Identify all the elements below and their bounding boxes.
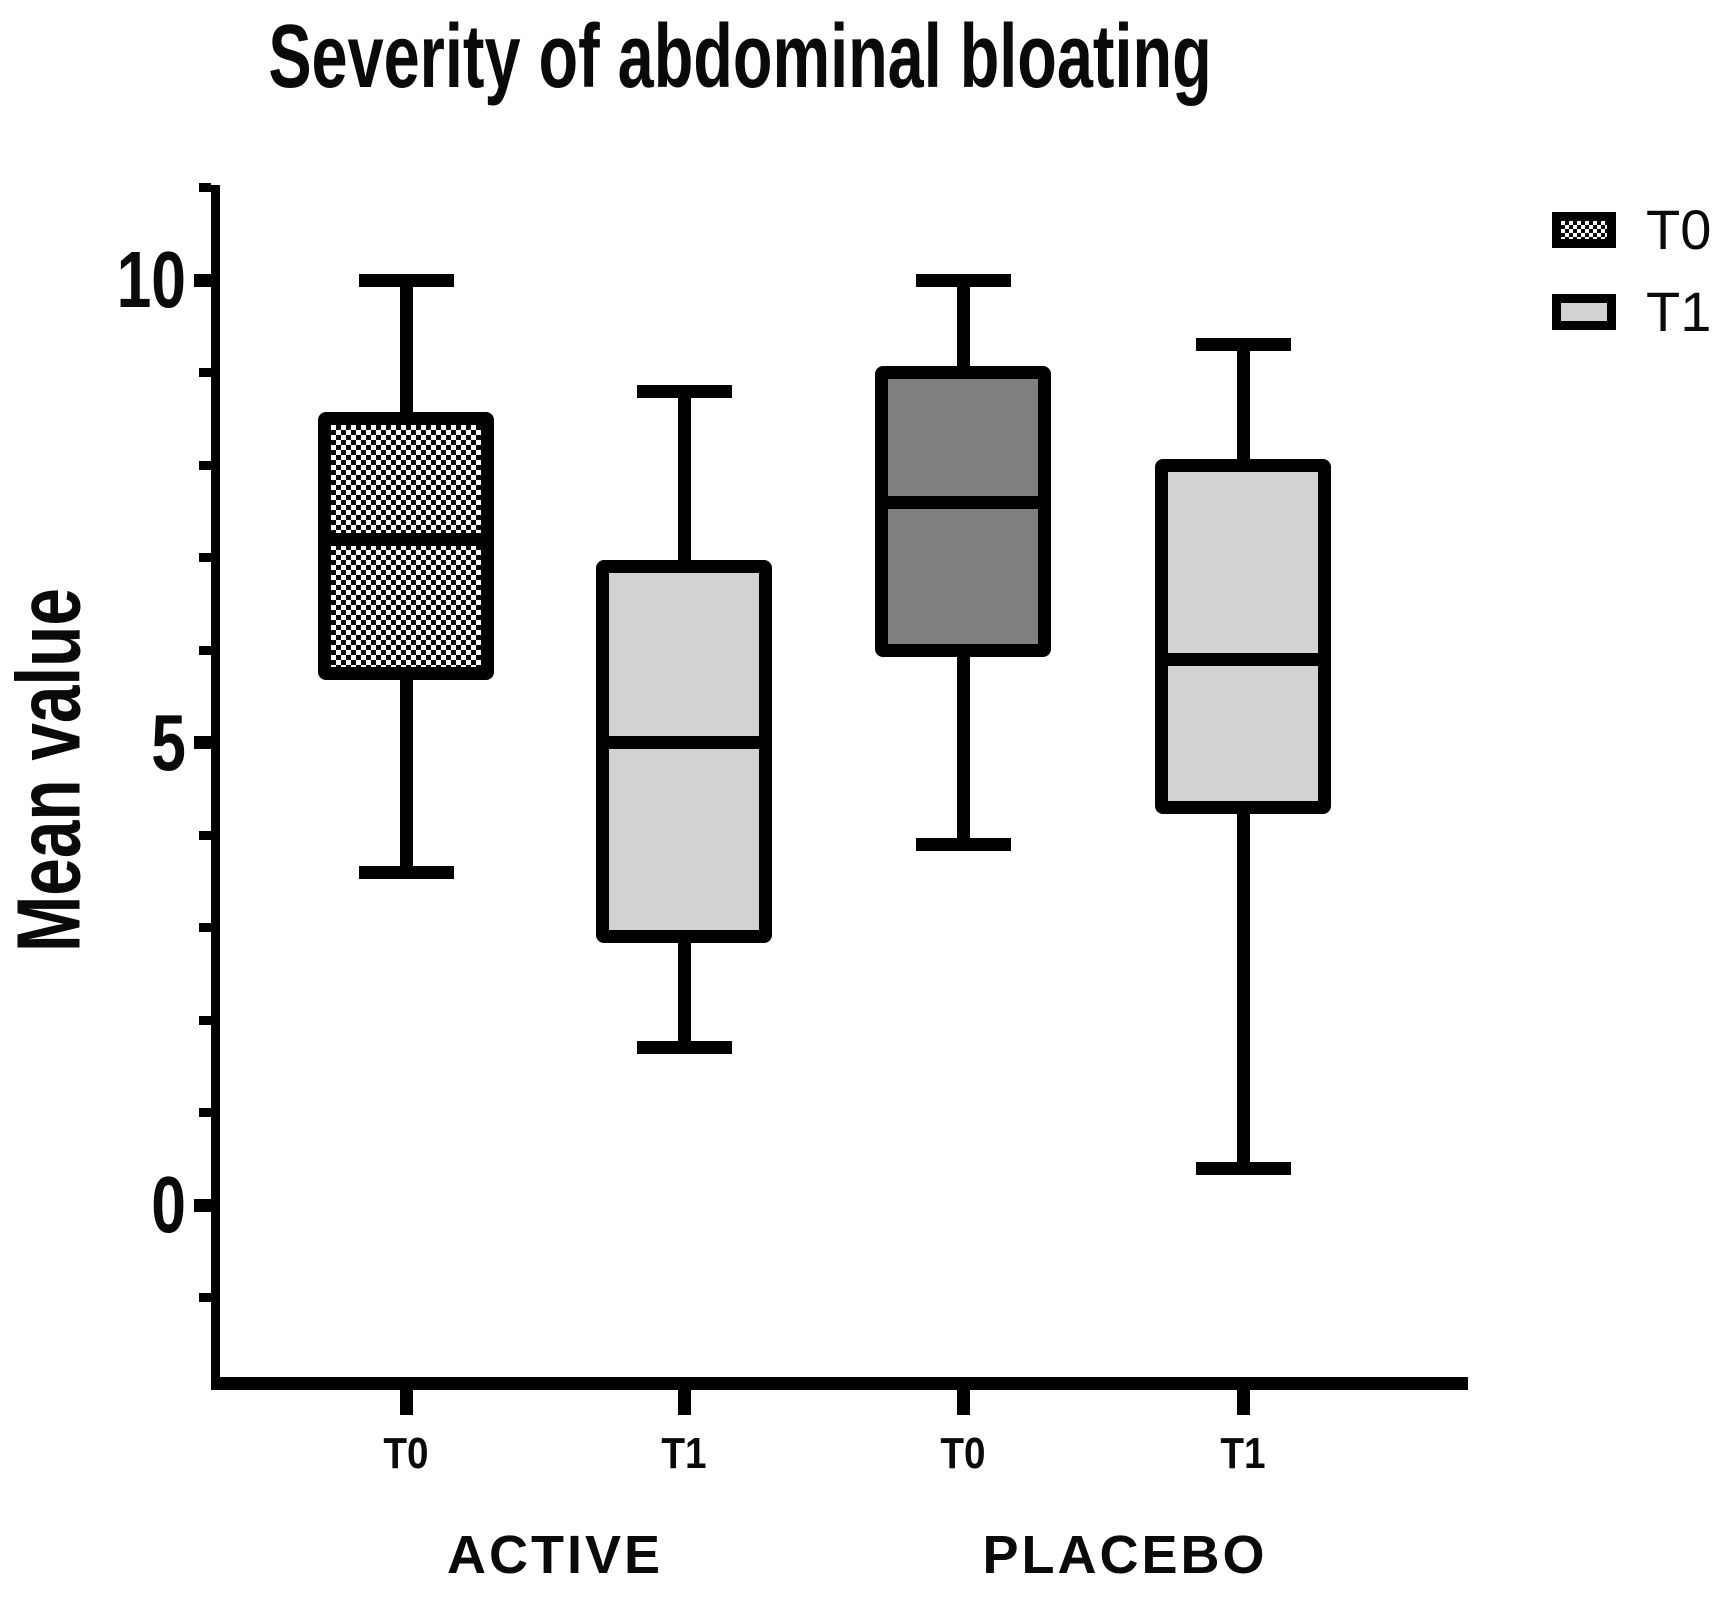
legend-label-t1: T1 bbox=[1646, 280, 1712, 343]
y-minor-tick-8 bbox=[199, 460, 211, 470]
x-tick-2 bbox=[956, 1390, 970, 1415]
median-placebo-t1 bbox=[1155, 652, 1331, 666]
y-minor-tick-2 bbox=[199, 1015, 211, 1025]
group-label-placebo: PLACEBO bbox=[982, 1525, 1268, 1585]
y-axis-spine bbox=[211, 185, 220, 1390]
group-label-active: ACTIVE bbox=[446, 1525, 664, 1585]
x-tick-label-2: T0 bbox=[940, 1429, 986, 1478]
y-major-tick-5 bbox=[194, 736, 211, 749]
legend-item-t1: T1 bbox=[1552, 284, 1711, 340]
y-minor-tick-7 bbox=[199, 553, 211, 562]
chart-title: Severity of abdominal bloating bbox=[268, 7, 1212, 107]
median-active-t1 bbox=[596, 736, 772, 749]
x-tick-label-0: T0 bbox=[383, 1429, 429, 1478]
whisker-cap-top-active-t1 bbox=[636, 384, 732, 398]
y-tick-label-10: 10 bbox=[116, 235, 186, 324]
whisker-cap-top-placebo-t0 bbox=[915, 273, 1011, 287]
y-minor-tick-9 bbox=[199, 368, 211, 377]
whisker-cap-bottom-placebo-t1 bbox=[1195, 1161, 1291, 1175]
x-tick-3 bbox=[1236, 1390, 1250, 1415]
y-minor-tick-3 bbox=[199, 923, 211, 932]
whisker-cap-top-active-t0 bbox=[358, 273, 454, 287]
box-active-t0 bbox=[318, 412, 494, 680]
y-major-tick-10 bbox=[194, 273, 211, 287]
median-active-t0 bbox=[318, 532, 494, 546]
legend-swatch-t0-icon bbox=[1552, 212, 1616, 248]
box-placebo-t1 bbox=[1155, 458, 1331, 814]
y-minor-tick--1 bbox=[199, 1293, 211, 1302]
y-minor-tick-4 bbox=[199, 830, 211, 840]
whisker-cap-bottom-active-t1 bbox=[636, 1041, 732, 1055]
y-minor-tick-6 bbox=[199, 645, 211, 655]
x-tick-label-1: T1 bbox=[661, 1429, 707, 1478]
y-minor-tick-11 bbox=[199, 183, 211, 192]
whisker-cap-bottom-active-t0 bbox=[358, 865, 454, 879]
y-minor-tick-1 bbox=[199, 1108, 211, 1117]
x-tick-1 bbox=[677, 1390, 691, 1415]
x-tick-0 bbox=[399, 1390, 413, 1415]
y-tick-label-5: 5 bbox=[151, 697, 186, 787]
y-major-tick-0 bbox=[194, 1198, 211, 1212]
legend-swatch-t1-icon bbox=[1552, 294, 1616, 330]
legend-label-t0: T0 bbox=[1646, 198, 1712, 261]
x-axis-line bbox=[212, 1377, 1468, 1390]
y-tick-label-0: 0 bbox=[151, 1160, 186, 1249]
box-placebo-t0 bbox=[875, 366, 1051, 657]
box-active-t1 bbox=[596, 560, 772, 944]
x-tick-label-3: T1 bbox=[1220, 1429, 1266, 1478]
median-placebo-t0 bbox=[875, 495, 1051, 509]
legend-item-t0: T0 bbox=[1552, 202, 1711, 258]
whisker-cap-bottom-placebo-t0 bbox=[915, 837, 1011, 851]
whisker-cap-top-placebo-t1 bbox=[1195, 338, 1291, 352]
